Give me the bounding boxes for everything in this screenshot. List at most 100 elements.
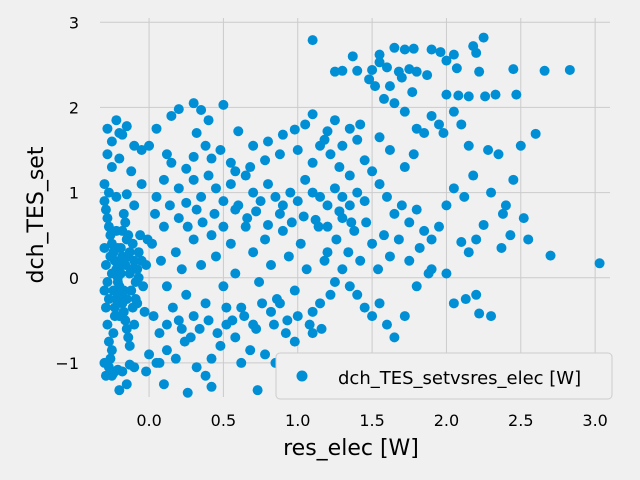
data-point xyxy=(221,302,232,313)
data-point xyxy=(511,89,522,100)
data-point xyxy=(203,315,214,326)
data-point xyxy=(230,166,241,177)
data-point xyxy=(438,127,449,138)
data-point xyxy=(161,149,172,160)
data-point xyxy=(100,259,111,270)
data-point xyxy=(129,255,140,266)
data-point xyxy=(486,311,497,322)
data-point xyxy=(419,225,430,236)
data-point xyxy=(334,162,345,173)
data-point xyxy=(315,298,326,309)
data-point xyxy=(346,217,357,228)
data-point xyxy=(173,315,184,326)
data-point xyxy=(135,230,146,241)
data-point xyxy=(399,44,410,55)
data-point xyxy=(182,221,193,232)
data-point xyxy=(441,268,452,279)
data-point xyxy=(225,238,236,249)
data-point xyxy=(263,136,274,147)
data-point xyxy=(215,145,226,156)
data-point xyxy=(129,140,140,151)
data-point xyxy=(148,311,159,322)
data-point xyxy=(114,385,125,396)
data-point xyxy=(154,328,165,339)
data-point xyxy=(448,298,459,309)
data-point xyxy=(322,200,333,211)
data-point xyxy=(102,123,113,134)
data-point xyxy=(197,217,208,228)
data-point xyxy=(263,179,274,190)
data-point xyxy=(463,140,474,151)
data-point xyxy=(367,64,378,75)
data-point xyxy=(277,129,288,140)
data-point xyxy=(161,281,172,292)
data-point xyxy=(441,200,452,211)
data-point xyxy=(240,221,251,232)
data-point xyxy=(161,345,172,356)
data-point xyxy=(99,285,110,296)
data-point xyxy=(268,319,279,330)
data-point xyxy=(206,353,217,364)
data-point xyxy=(319,134,330,145)
y-tick-label: 0 xyxy=(69,269,79,288)
data-point xyxy=(441,55,452,66)
data-point xyxy=(182,387,193,398)
data-point xyxy=(117,366,128,377)
data-point xyxy=(150,208,161,219)
data-point xyxy=(474,66,485,77)
data-point xyxy=(373,264,384,275)
data-point xyxy=(142,234,153,245)
data-point xyxy=(361,217,372,228)
data-point xyxy=(337,191,348,202)
data-point xyxy=(463,91,474,102)
data-point xyxy=(310,214,321,225)
data-point xyxy=(319,255,330,266)
data-point xyxy=(102,149,113,160)
data-point xyxy=(121,379,132,390)
data-point xyxy=(271,294,282,305)
data-point xyxy=(355,255,366,266)
data-point xyxy=(486,187,497,198)
data-point xyxy=(374,57,385,68)
data-point xyxy=(468,170,479,181)
y-tick-label: 3 xyxy=(69,13,79,32)
x-tick-label: 2.0 xyxy=(434,411,459,430)
data-point xyxy=(121,121,132,132)
data-point xyxy=(289,285,300,296)
data-point xyxy=(154,357,165,368)
data-point xyxy=(210,183,221,194)
data-point xyxy=(194,323,205,334)
data-point xyxy=(225,157,236,168)
data-point xyxy=(285,187,296,198)
data-point xyxy=(396,200,407,211)
data-point xyxy=(381,319,392,330)
data-point xyxy=(331,234,342,245)
data-point xyxy=(329,277,340,288)
data-point xyxy=(426,110,437,121)
data-point xyxy=(124,247,135,258)
data-point xyxy=(349,225,360,236)
data-point xyxy=(423,268,434,279)
data-point xyxy=(181,289,192,300)
data-point xyxy=(508,174,519,185)
data-point xyxy=(497,208,508,219)
data-point xyxy=(132,298,143,309)
data-point xyxy=(274,149,285,160)
data-point xyxy=(301,264,312,275)
data-point xyxy=(399,162,410,173)
data-point xyxy=(539,65,550,76)
legend-label: dch_TES_setvsres_elec [W] xyxy=(338,368,581,389)
data-point xyxy=(121,323,132,334)
data-point xyxy=(117,129,128,140)
data-point xyxy=(196,259,207,270)
data-point xyxy=(456,236,467,247)
x-tick-labels: 0.0 0.5 1.0 1.5 2.0 2.5 3.0 xyxy=(136,411,608,430)
data-point xyxy=(248,187,259,198)
data-point xyxy=(393,234,404,245)
data-point xyxy=(374,132,385,143)
x-tick-label: 0.0 xyxy=(136,411,161,430)
data-point xyxy=(166,110,177,121)
data-point xyxy=(277,200,288,211)
data-point xyxy=(374,298,385,309)
data-point xyxy=(422,70,433,81)
